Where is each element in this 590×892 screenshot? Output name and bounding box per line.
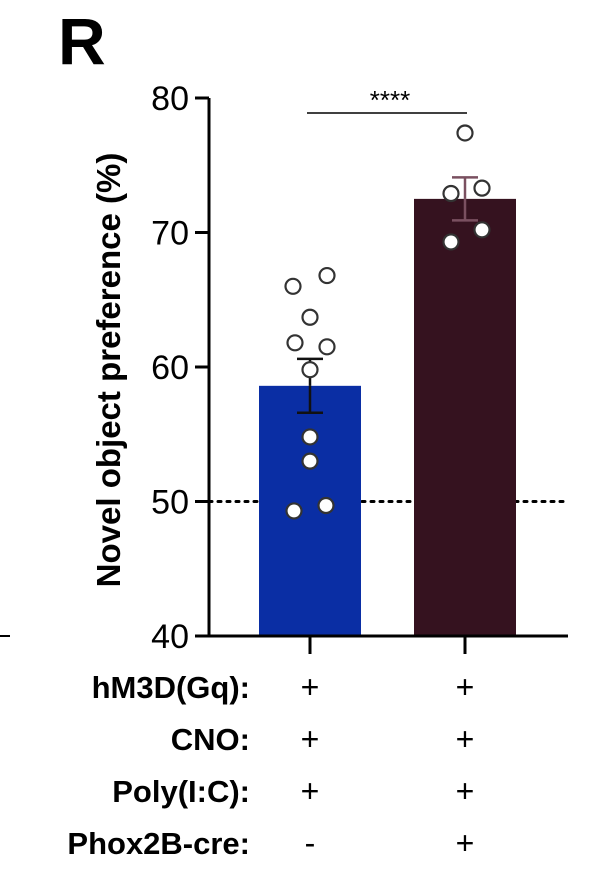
condition-value: + [456, 773, 475, 809]
condition-label: Phox2B-cre: [67, 826, 250, 861]
condition-label: CNO: [171, 722, 250, 757]
data-point [301, 452, 319, 470]
data-point [456, 124, 474, 142]
data-point [317, 496, 335, 515]
condition-value: + [301, 773, 320, 809]
y-tick-label: 80 [151, 80, 189, 118]
condition-label: Poly(I:C): [112, 774, 250, 809]
condition-table: hM3D(Gq): + + CNO: + + Poly(I:C): + + Phox2B-cre:… [67, 669, 474, 861]
data-point [442, 233, 460, 251]
panel-label: R [58, 4, 106, 78]
condition-value: + [456, 669, 475, 705]
condition-value: - [305, 825, 316, 861]
bar [414, 198, 516, 636]
y-tick-label: 50 [151, 484, 189, 522]
significance-label: **** [370, 85, 410, 115]
y-tick-label: 70 [151, 215, 189, 253]
data-point [301, 428, 319, 446]
data-point [473, 179, 491, 197]
y-tick-label: 60 [151, 349, 189, 387]
condition-value: + [456, 825, 475, 861]
y-tick-label: 40 [151, 618, 189, 656]
data-point [301, 308, 319, 326]
condition-value: + [301, 721, 320, 757]
data-point [285, 502, 303, 520]
y-axis-title: Novel object preference (%) [90, 153, 127, 588]
data-point [318, 266, 336, 285]
condition-value: + [301, 669, 320, 705]
plot-area: 40 50 60 70 80 **** [0, 80, 570, 656]
condition-label: hM3D(Gq): [92, 670, 250, 705]
data-point [284, 277, 302, 295]
data-point [301, 361, 319, 379]
data-point [473, 221, 491, 239]
condition-value: + [456, 721, 475, 757]
data-point [442, 184, 460, 203]
data-point [318, 338, 336, 356]
data-point [286, 334, 304, 352]
bar [259, 385, 361, 636]
